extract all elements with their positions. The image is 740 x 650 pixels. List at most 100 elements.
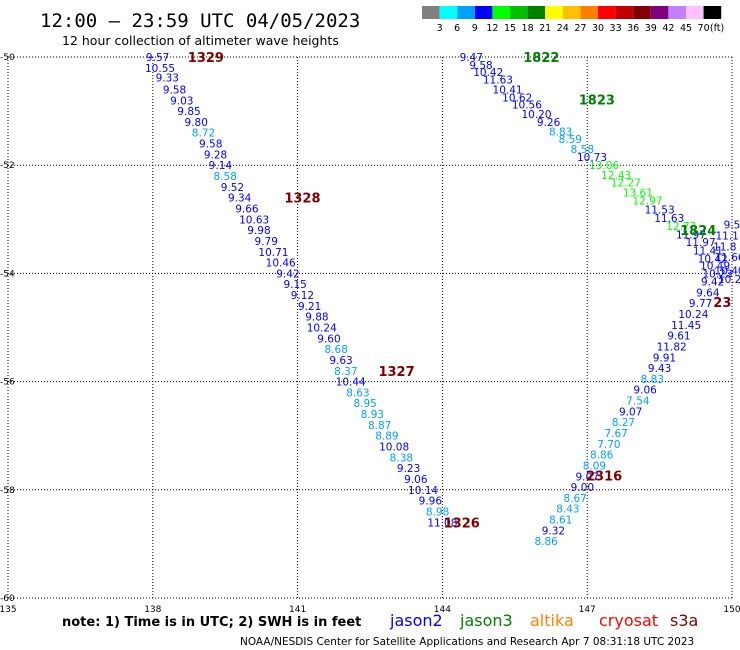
chart-title: 12:00 – 23:59 UTC 04/05/2023	[40, 10, 360, 32]
pass-time-label: 1328	[284, 192, 320, 207]
legend-threshold: 39	[645, 23, 657, 34]
legend-cryosat: cryosat	[599, 611, 658, 630]
swh-value: 9.03	[170, 95, 193, 107]
swh-value: 11.8	[713, 241, 736, 253]
legend-swatch	[686, 6, 704, 19]
legend-threshold: 9	[472, 23, 478, 34]
swh-value: 12.97	[633, 195, 663, 207]
swh-value: 11.66	[715, 252, 740, 264]
swh-value: 10.40	[715, 266, 740, 278]
swh-value: 8.59	[559, 134, 582, 146]
y-tick-label: -60	[0, 594, 15, 604]
legend-swatch	[562, 6, 581, 19]
y-tick-label: -52	[0, 161, 15, 171]
swh-value: 9.88	[305, 312, 328, 324]
swh-value: 10.55	[145, 63, 175, 75]
legend-threshold: 18	[522, 23, 534, 34]
swh-value: 9.77	[689, 298, 712, 310]
legend-s3a: s3a	[670, 611, 698, 630]
axis-ticks: 135 138 141 144 147 150 -50 -52 -54 -56 -58 -60	[0, 53, 740, 615]
legend-threshold: 36	[627, 23, 639, 34]
x-tick-label: 147	[579, 605, 596, 615]
credit-text: NOAA/NESDIS Center for Satellite Applica…	[240, 636, 694, 648]
legend-threshold: 21	[539, 23, 551, 34]
swh-value: 11.1	[715, 231, 738, 243]
swh-value: 8.83	[549, 127, 572, 139]
swh-value: 9.07	[576, 471, 599, 483]
swh-value: 10.63	[239, 214, 269, 226]
swh-value: 11.53	[645, 205, 675, 217]
swh-value: 10.46	[266, 258, 296, 270]
swh-value: 11.97	[686, 237, 716, 249]
legend-threshold: 42	[662, 23, 674, 34]
legend-swatch	[439, 6, 458, 19]
swh-value: 8.58	[571, 144, 594, 156]
swh-value: 9.21	[298, 301, 321, 313]
legend-jason2: jason2	[389, 611, 443, 630]
swh-value: 9.42	[276, 268, 299, 280]
swh-value: 9.06	[633, 385, 657, 397]
swh-value: 8.93	[361, 409, 384, 421]
swh-value: 11.63	[654, 213, 684, 225]
pass-labels: 1329 1328 1327 1326 1822 1823 1824 2316 23	[188, 51, 732, 531]
swh-value: 9.14	[209, 160, 233, 172]
swh-value: 13.61	[623, 187, 653, 199]
swh-value: 9.60	[317, 333, 340, 345]
pass-time-label: 1326	[444, 516, 480, 531]
swh-value: 9.5	[724, 220, 740, 232]
swh-value: 8.58	[214, 171, 237, 183]
swh-value: 10.2	[718, 274, 740, 286]
swh-value: 9.00	[571, 482, 594, 494]
swh-value: 8.86	[590, 450, 614, 462]
swh-value: 9.57	[146, 52, 169, 64]
swh-value: 9.91	[653, 352, 676, 364]
legend-swatch	[703, 6, 722, 19]
legend-threshold: 6	[454, 23, 460, 34]
swh-value: 10.49	[700, 260, 730, 272]
legend-jason3: jason3	[459, 611, 513, 630]
swh-value: 9.64	[696, 287, 720, 299]
swh-value: 10.24	[307, 323, 337, 335]
pass-time-label: 2316	[586, 469, 622, 484]
swh-value: 8.38	[390, 452, 413, 464]
swh-value: 10.56	[512, 100, 542, 112]
legend-threshold: 30	[592, 23, 604, 34]
swh-value: 9.26	[537, 117, 561, 129]
swh-value: 8.95	[353, 398, 376, 410]
swh-value: 10.08	[379, 442, 409, 454]
swh-value: 9.52	[221, 182, 244, 194]
swh-value: 10.24	[678, 309, 708, 321]
pass-time-label: 1823	[579, 93, 615, 108]
x-tick-label: 144	[434, 605, 451, 615]
swh-value: 8.43	[556, 504, 579, 516]
swh-value: 9.15	[283, 279, 306, 291]
legend-threshold: 15	[504, 23, 516, 34]
swh-value: 10.20	[521, 109, 551, 121]
y-tick-label: -58	[0, 486, 15, 496]
swh-value: 9.63	[329, 355, 352, 367]
note-text: note: 1) Time is in UTC; 2) SWH is in fe…	[62, 615, 361, 630]
swh-value: 10.62	[502, 93, 532, 105]
color-legend: 3 6 9 12 15 18 21 24 27 30 33 36 39 42 45 70 (ft)	[422, 6, 724, 34]
swh-value: 9.07	[619, 406, 642, 418]
pass-time-label: 1824	[680, 224, 716, 239]
legend-swatch	[492, 6, 510, 19]
swh-value: 9.58	[469, 60, 492, 72]
legend-swatch	[474, 6, 493, 19]
pass-time-label: 1327	[378, 365, 414, 380]
swh-value: 9.85	[177, 106, 200, 118]
legend-threshold: 12	[486, 23, 498, 34]
swh-value: 8.27	[612, 417, 635, 429]
swh-value: 8.72	[192, 128, 215, 140]
legend-swatch	[510, 6, 528, 19]
legend-swatch	[545, 6, 563, 19]
swh-value: 8.87	[368, 420, 391, 432]
swh-value: 12.43	[601, 170, 631, 182]
swh-value: 12.27	[611, 178, 641, 190]
swh-value: 9.43	[648, 363, 671, 375]
swh-value: 9.42	[701, 277, 724, 289]
swh-value: 9.33	[156, 73, 179, 85]
swh-value: 9.23	[397, 463, 420, 475]
